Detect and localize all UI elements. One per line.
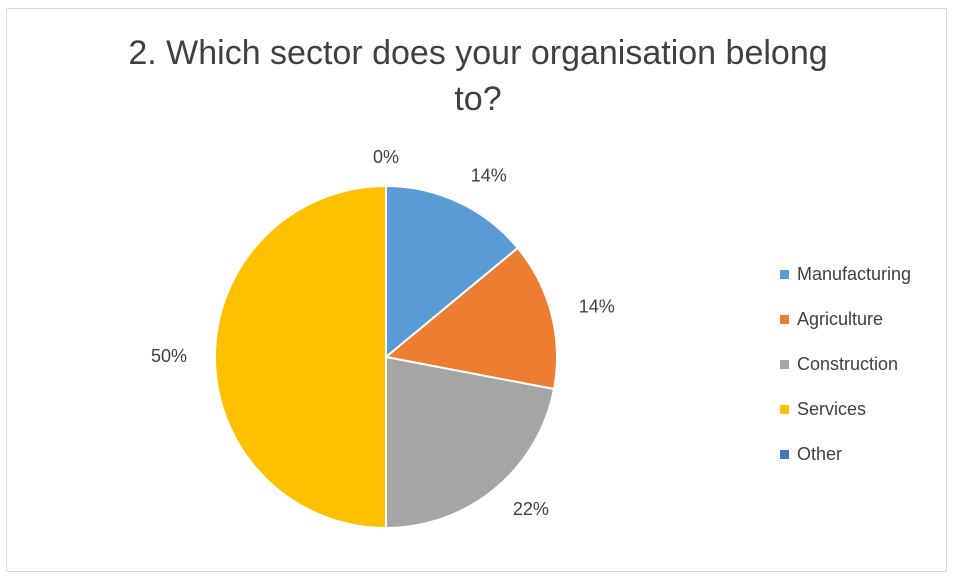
- pie-slice-services: [214, 185, 387, 529]
- legend-swatch-construction: [780, 360, 789, 369]
- chart-title-line-1: 2. Which sector does your organisation b…: [128, 34, 828, 72]
- data-label-manufacturing: 14%: [471, 166, 507, 186]
- legend-item-agriculture: Agriculture: [780, 297, 911, 342]
- legend-swatch-manufacturing: [780, 270, 789, 279]
- pie-slice-agriculture: [385, 247, 558, 391]
- chart-legend: Manufacturing Agriculture Construction S…: [780, 252, 911, 477]
- legend-label-services: Services: [797, 399, 867, 419]
- legend-item-other: Other: [780, 432, 911, 477]
- chart-title-line-2: to?: [454, 80, 502, 118]
- legend-swatch-services: [780, 405, 789, 414]
- pie-slice-construction: [385, 356, 555, 529]
- legend-label-other: Other: [797, 444, 843, 464]
- legend-swatch-agriculture: [780, 315, 789, 324]
- chart-title: 2. Which sector does your organisation b…: [0, 30, 956, 122]
- legend-item-manufacturing: Manufacturing: [780, 252, 911, 297]
- legend-swatch-other: [780, 450, 789, 459]
- pie-slices: [214, 185, 558, 529]
- pie-data-labels: 14% 14% 22% 50% 0%: [151, 147, 615, 519]
- data-label-other: 0%: [373, 147, 399, 167]
- legend-label-construction: Construction: [797, 354, 899, 374]
- legend-item-services: Services: [780, 387, 911, 432]
- pie-slice-manufacturing: [385, 185, 519, 358]
- legend-label-manufacturing: Manufacturing: [797, 264, 912, 284]
- legend-label-agriculture: Agriculture: [797, 309, 884, 329]
- data-label-agriculture: 14%: [579, 296, 615, 316]
- data-label-construction: 22%: [513, 499, 549, 519]
- legend-item-construction: Construction: [780, 342, 911, 387]
- data-label-services: 50%: [151, 346, 187, 366]
